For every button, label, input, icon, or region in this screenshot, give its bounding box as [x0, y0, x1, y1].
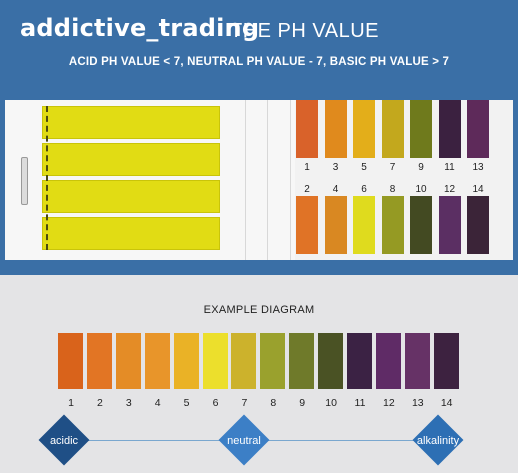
- scale-label: 2: [96, 397, 103, 409]
- diagram-title: EXAMPLE DIAGRAM: [203, 304, 315, 316]
- chip-label: 6: [361, 184, 367, 195]
- chip-label: 9: [418, 162, 424, 173]
- fold-line: [245, 100, 246, 260]
- scale-bar: [86, 333, 112, 389]
- chip-label: 13: [472, 162, 484, 173]
- color-chip: [324, 196, 347, 254]
- color-chip: [324, 100, 347, 158]
- scale-label: 8: [270, 397, 277, 409]
- color-chip: [353, 100, 375, 158]
- tear-line: [46, 106, 48, 250]
- booklet-slot: [21, 157, 28, 205]
- scale-bar: [260, 333, 286, 389]
- scale-label: 1: [68, 397, 74, 409]
- chip-label: 4: [332, 184, 339, 195]
- test-strip: [42, 180, 220, 213]
- title-row: THE PH VALUE addictive_trading: [0, 12, 518, 52]
- scale-label: 10: [325, 397, 337, 409]
- fold-line: [267, 100, 268, 260]
- color-chip: [296, 100, 318, 158]
- scale-bar: [202, 333, 228, 389]
- scale-label: 7: [241, 397, 248, 409]
- scale-label: 13: [411, 397, 424, 409]
- scale-bar: [231, 333, 257, 389]
- chip-label: 2: [304, 184, 310, 195]
- chip-label: 14: [472, 184, 484, 195]
- scale-bar: [144, 333, 170, 389]
- scale-label: 5: [183, 397, 190, 409]
- color-chip: [438, 100, 461, 158]
- color-chip: [410, 100, 432, 158]
- scale-bar: [173, 333, 199, 389]
- fold-line: [290, 100, 291, 260]
- watermark-text: addictive_trading: [20, 14, 260, 42]
- page-title: THE PH VALUE: [230, 20, 379, 42]
- color-chip: [467, 100, 489, 158]
- test-strips: [42, 106, 220, 250]
- scale-label: 4: [154, 397, 161, 409]
- acidic-label: acidic: [49, 435, 79, 447]
- chip-label: 10: [415, 184, 427, 195]
- scale-bar: [347, 333, 372, 389]
- header-banner: THE PH VALUE addictive_trading ACID PH V…: [0, 0, 518, 275]
- scale-bar: [58, 333, 83, 389]
- scale-label: 3: [125, 397, 132, 409]
- scale-bar: [433, 333, 459, 389]
- color-chip: [353, 196, 375, 254]
- scale-label: 12: [383, 397, 395, 409]
- chip-label: 3: [332, 162, 339, 173]
- scale-bar: [289, 333, 315, 389]
- scale-bar: [404, 333, 430, 389]
- chip-label: 1: [304, 162, 310, 173]
- chip-label: 12: [443, 184, 456, 195]
- scale-bar: [375, 333, 401, 389]
- neutral-label: neutral: [227, 435, 261, 447]
- color-chip: [381, 100, 404, 158]
- scale-label: 9: [299, 397, 306, 409]
- color-chip: [381, 196, 404, 254]
- scale-label: 11: [354, 397, 366, 409]
- test-strip: [42, 217, 220, 250]
- chip-label: 8: [389, 184, 396, 195]
- color-chip: [438, 196, 461, 254]
- test-strip: [42, 106, 220, 139]
- test-strip: [42, 143, 220, 176]
- chip-label: 11: [444, 162, 455, 173]
- chip-label: 5: [361, 162, 367, 173]
- scale-bar: [115, 333, 141, 389]
- color-chip: [410, 196, 432, 254]
- scale-bar: [318, 333, 344, 389]
- color-chip: [296, 196, 318, 254]
- ph-test-booklet: 1 3 5 7 9 11 13 2 4 6 8 10 12 14: [5, 100, 513, 260]
- chip-label: 7: [389, 162, 396, 173]
- color-chip: [467, 196, 489, 254]
- page-subtitle: ACID PH VALUE < 7, NEUTRAL PH VALUE - 7,…: [68, 56, 450, 68]
- scale-label: 6: [212, 397, 219, 409]
- alkalinity-label: alkalinity: [416, 435, 460, 447]
- booklet-cover: [5, 100, 295, 260]
- scale-label: 14: [440, 397, 453, 409]
